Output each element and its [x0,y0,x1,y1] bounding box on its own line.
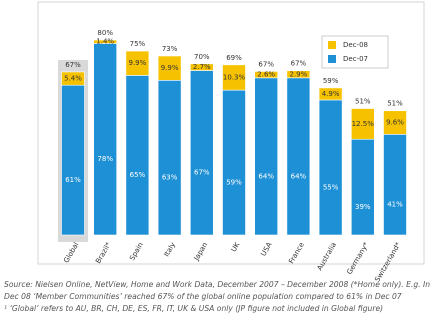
value-label: 55% [323,183,339,191]
value-label: 39% [355,203,371,211]
bar-segment [383,134,407,236]
total-label: 73% [162,45,178,53]
legend-swatch [328,41,336,49]
value-label: 12.5% [352,120,375,128]
bar-segment [350,108,375,140]
x-tick-label: Global [62,241,80,264]
footnote: Source: Nielsen Online, NetView, Home an… [4,280,430,289]
x-tick-label: Australia [316,241,338,272]
bar-segment [61,71,85,86]
value-label: 9.9% [161,64,179,72]
value-label: 67% [194,169,210,177]
bar-segment [318,87,343,101]
value-label: 63% [162,174,178,182]
x-tick-label: Italy [163,241,178,258]
bar-segment [190,70,214,236]
bar-segment [157,80,182,236]
total-label: 70% [194,53,210,61]
bar-segment [61,84,85,236]
total-label: 69% [226,54,242,62]
value-label: 9.9% [129,59,147,67]
bar-segment [383,110,407,135]
value-label: 2.7% [193,63,211,71]
value-label: 65% [130,171,146,179]
total-label: 67% [258,60,274,68]
value-label: 2.6% [257,71,275,79]
x-tick-label: Switzerland* [373,241,402,284]
total-label: 51% [355,98,371,106]
value-label: 64% [258,172,274,180]
bar-segment [125,75,150,236]
x-tick-label: Spain [128,241,145,262]
x-tick-label: Germany* [345,241,370,276]
value-label: 64% [291,172,307,180]
legend-swatch [328,55,336,63]
value-label: 5.4% [64,75,82,83]
x-tick-label: France [287,241,306,265]
bar-segment [93,39,117,44]
total-label: 59% [323,77,339,85]
bar-segment [157,55,182,81]
x-tick-label: UK [230,241,242,254]
value-label: 61% [65,176,81,184]
bar-segment [286,70,311,79]
bar-segment [222,89,246,236]
value-label: 1.4% [96,38,114,46]
bar-segment [254,71,278,79]
bar-segment [222,64,246,91]
bar-segment [190,63,214,71]
x-tick-label: Japan [192,241,209,263]
chart-frame [37,1,425,265]
total-label: 67% [291,60,307,68]
legend-label: Dec-08 [343,41,368,49]
value-label: 4.9% [322,90,340,98]
value-label: 9.6% [386,119,404,127]
value-label: 59% [226,179,242,187]
bar-segment [93,43,117,236]
bar-segment [350,138,375,236]
legend-label: Dec-07 [343,55,368,63]
value-label: 10.3% [223,73,246,81]
x-tick-label: Brazil* [94,241,113,265]
total-label: 67% [65,61,81,69]
bar-segment [254,77,278,236]
footnote: Dec 08 ‘Member Communities’ reached 67% … [4,292,402,301]
bar-segment [286,77,311,236]
bar-segment [318,99,343,236]
footnote: ¹ ‘Global’ refers to AU, BR, CH, DE, ES,… [4,304,383,313]
bar-segment [125,50,150,76]
total-label: 75% [130,40,146,48]
value-label: 41% [387,201,403,209]
total-label: 80% [97,29,113,37]
x-tick-label: USA [259,241,273,258]
value-label: 2.9% [290,70,308,78]
value-label: 78% [97,155,113,163]
total-label: 51% [387,100,403,108]
